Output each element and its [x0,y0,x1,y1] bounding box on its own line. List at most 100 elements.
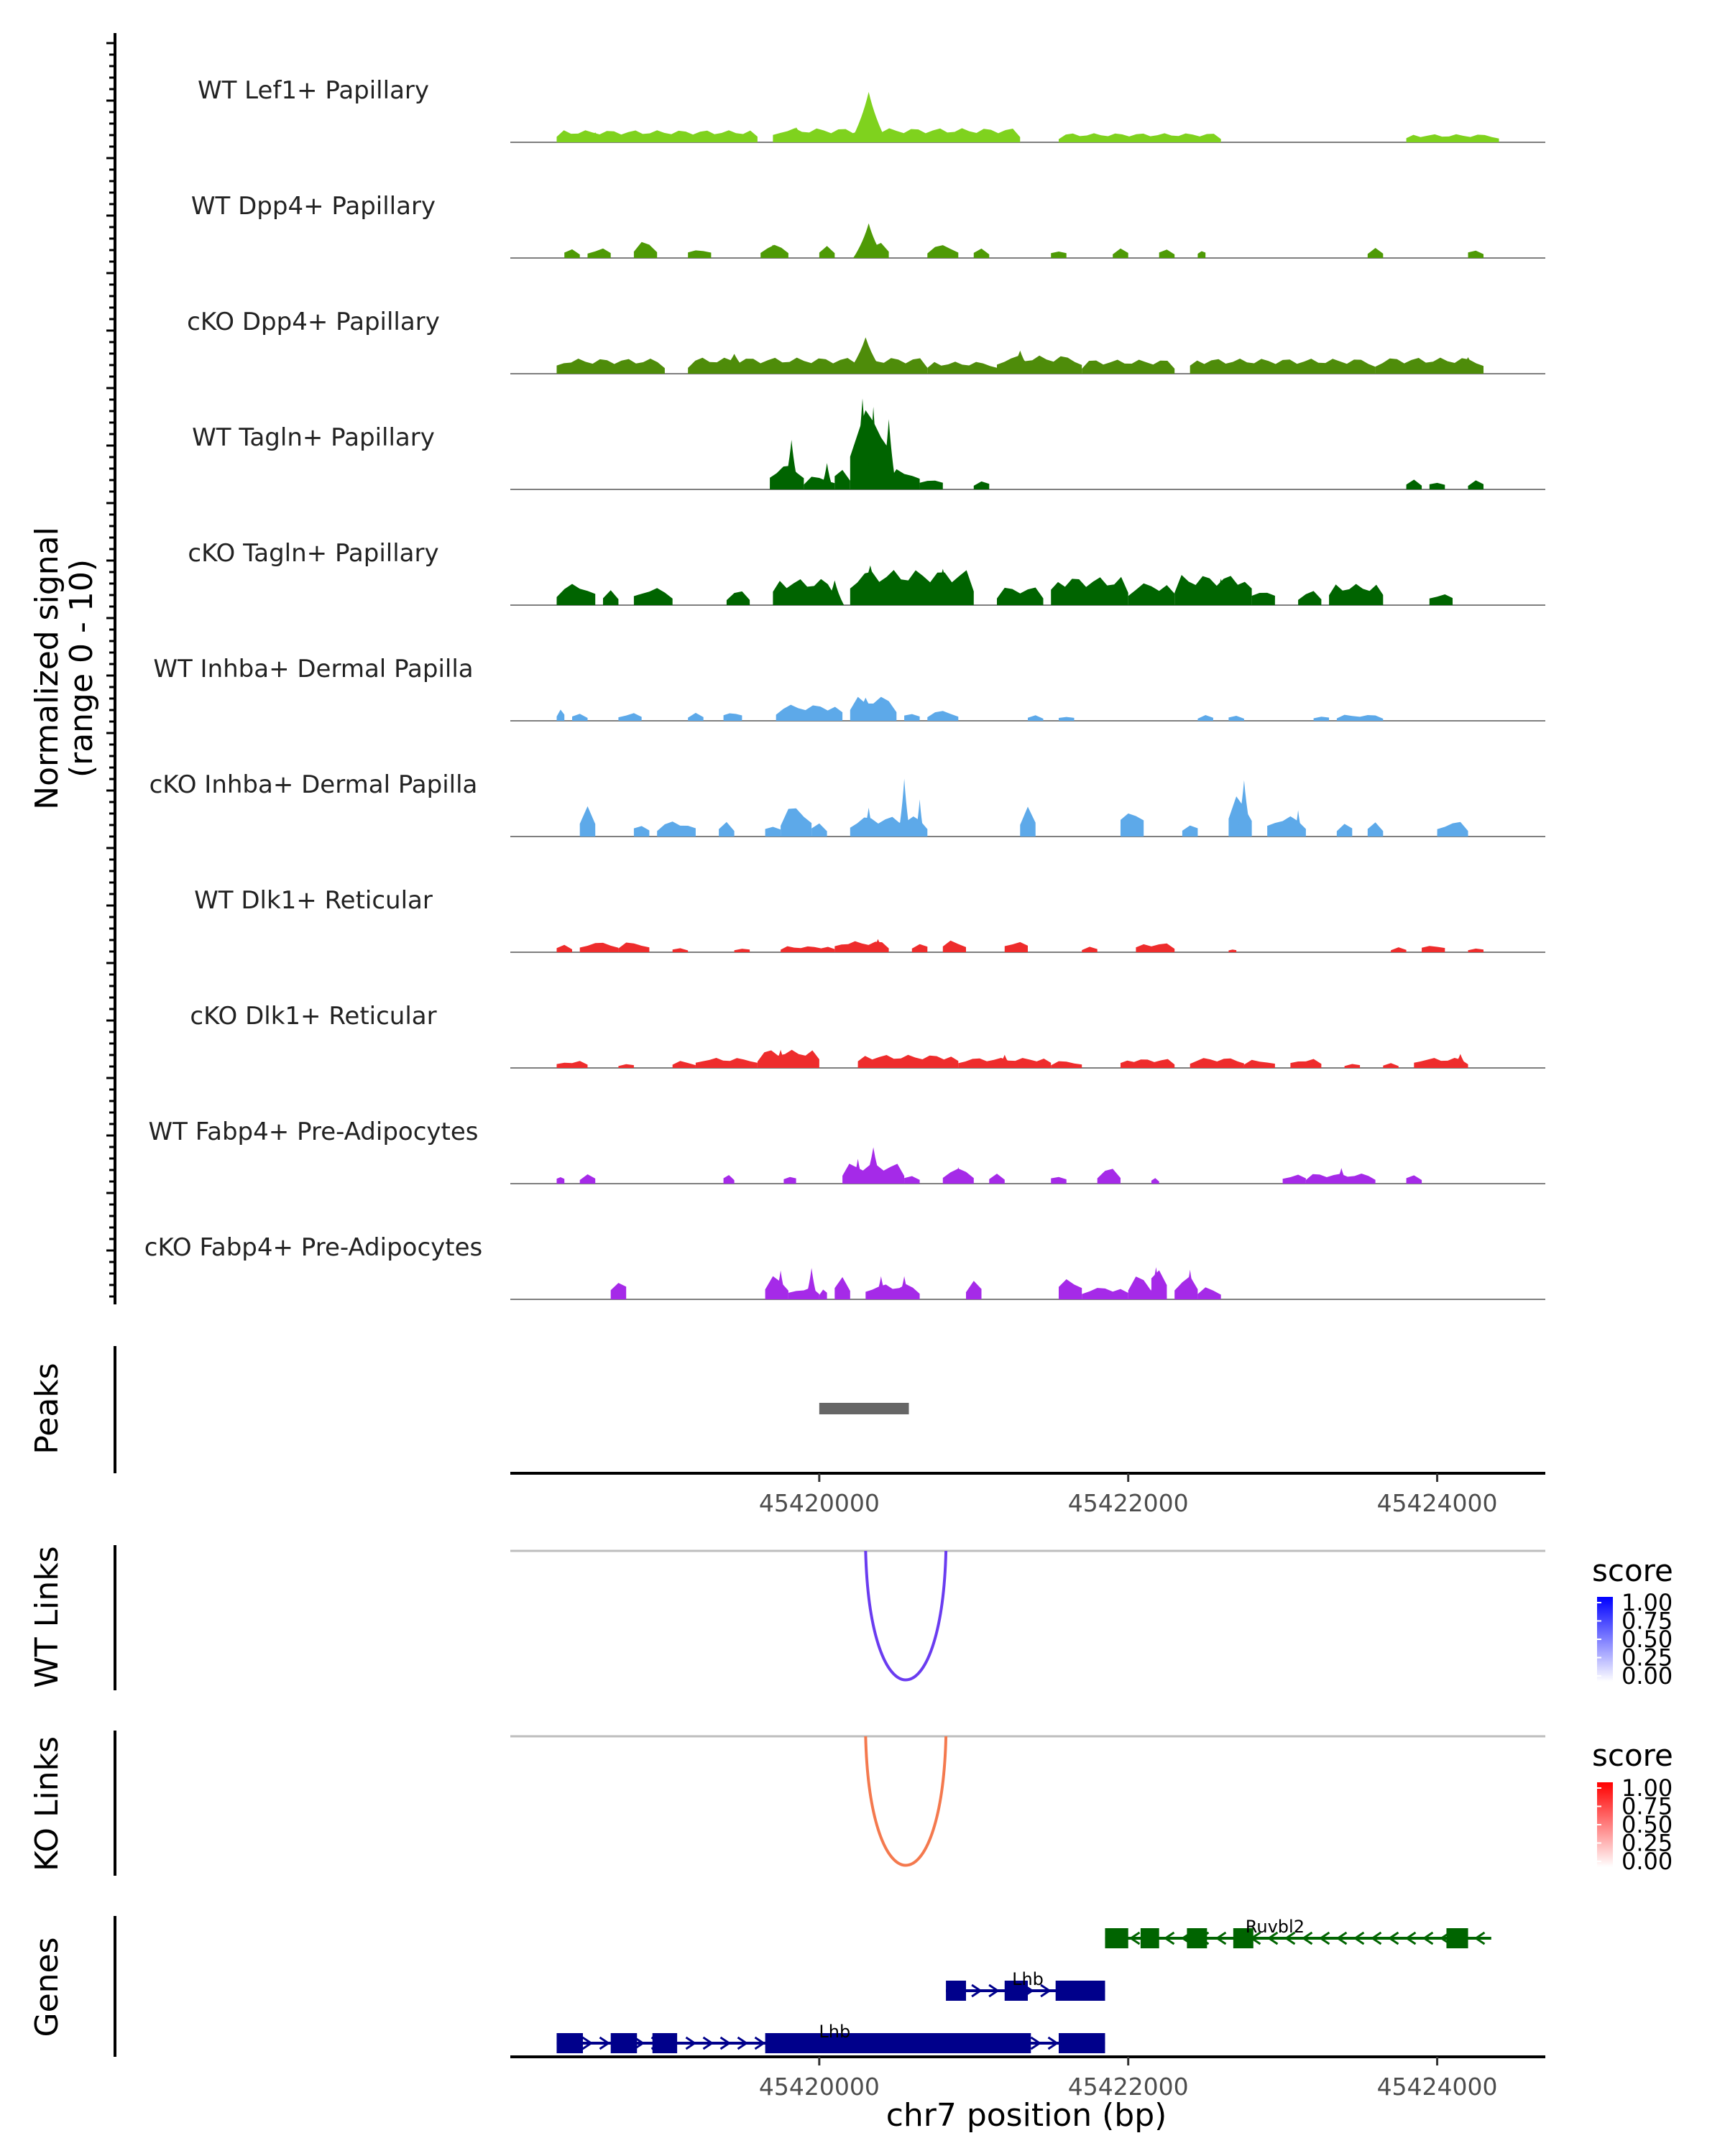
gene-exon [1446,1928,1468,1948]
coverage-segment [1151,1178,1159,1184]
coverage-track: WT Lef1+ Papillary [198,76,1545,143]
coverage-segment [1406,134,1499,142]
coverage-track: cKO Dlk1+ Reticular [190,1002,1545,1069]
link-arc [864,1550,948,1682]
strand-arrow [1301,1931,1313,1945]
genes-track-label: Genes [29,1937,65,2037]
coverage-segment [1097,1169,1121,1184]
coverage-peak [875,1276,888,1299]
peak-regions [819,1403,909,1414]
x-tick-label: 45420000 [759,2073,880,2101]
ko-legend-ticks: 1.000.750.500.250.00 [1597,1774,1673,1875]
strand-arrow [1047,2036,1059,2050]
coverage-peak [1453,1054,1468,1068]
coverage-segment [1120,813,1144,837]
coverage-segment [904,714,920,721]
coverage-peak [760,244,786,258]
coverage-segment [688,250,712,258]
coverage-segment [865,1284,920,1299]
strand-arrow [1215,1931,1227,1945]
coverage-segment [1182,825,1198,837]
coverage-segment [819,1289,827,1299]
link-tracks: WT Links KO Links [29,1545,1545,1876]
x-axis: 45420000 45422000 45424000 [510,1472,1545,1517]
coverage-track: WT Dpp4+ Papillary [191,192,1545,259]
coverage-segment [556,709,565,721]
coverage-peak [1293,810,1303,837]
legend-tick-label: 0.25 [1622,1644,1673,1672]
coverage-segment [1406,1175,1422,1184]
coverage-segment [1282,1174,1306,1184]
coverage-peak [719,354,750,374]
coverage-track-label: WT Inhba+ Dermal Papilla [153,655,473,683]
coverage-tracks: WT Lef1+ Papillary WT Dpp4+ Papillary cKO … [144,76,1545,1300]
coverage-segment [1468,948,1484,952]
gene-exon [1187,1928,1208,1948]
strand-arrow [581,2036,594,2050]
coverage-segment [1190,359,1376,374]
wt-legend-ticks: 1.000.750.500.250.00 [1597,1589,1673,1690]
coverage-peak [781,127,812,142]
gene-exon [946,1981,967,2001]
coverage-peak [825,580,845,605]
coverage-segment [618,1064,634,1068]
coverage-peak [1184,1269,1197,1299]
coverage-peak [864,1147,883,1184]
coverage-segment [1082,1288,1128,1299]
coverage-segment [1429,594,1453,605]
peaks-track: Peaks [29,1346,909,1473]
coverage-segment [765,826,781,837]
coverage-peak [850,697,881,721]
legend-tick-label: 0.50 [1622,1626,1673,1653]
coverage-segment [857,1054,959,1068]
coverage-segment [942,940,967,952]
coverage-segment [781,946,835,952]
coverage-segment [1367,822,1384,837]
coverage-segment [1128,1276,1151,1299]
coverage-segment [1197,1287,1221,1299]
gene-exon [765,2033,1031,2053]
coverage-segment [1058,1279,1082,1299]
coverage-segment [1429,482,1445,489]
coverage-track-label: cKO Inhba+ Dermal Papilla [150,770,478,799]
coverage-segment [1290,1059,1322,1068]
strand-arrow [754,2036,766,2050]
coverage-peak [862,807,875,837]
coverage-segment [564,249,580,258]
coverage-segment [1004,941,1028,952]
peaks-track-label: Peaks [29,1363,65,1454]
coverage-segment [1051,1061,1082,1068]
coverage-peak [898,778,911,837]
coverage-peak [880,419,897,489]
coverage-segment [927,361,998,374]
coverage-segment [633,241,658,258]
coverage-segment [1344,1064,1361,1068]
coverage-peak [853,398,872,489]
strand-arrow [1404,1931,1417,1945]
coverage-segment [571,714,588,721]
x-tick-label: 45424000 [1377,2073,1498,2101]
coverage-segment [911,944,928,952]
coverage-segment [1468,250,1484,258]
coverage-segment [1058,133,1221,142]
coverage-peak [1455,357,1481,374]
legend-tick-label: 1.00 [1622,1589,1673,1616]
strand-arrow [971,1984,983,1998]
coverage-peak [952,1167,965,1184]
strand-arrow [1318,1931,1330,1945]
coverage-segment [997,587,1044,605]
gene-exon [652,2033,678,2053]
legend-tick-label: 0.25 [1622,1830,1673,1857]
coverage-peak [930,245,955,258]
gene-name-label: Ruvbl2 [1246,1917,1305,1937]
coverage-track: cKO Dpp4+ Papillary [187,308,1545,374]
legend-tick-label: 0.75 [1622,1793,1673,1820]
coverage-segment [997,355,1082,374]
coverage-segment [776,704,843,721]
coverage-peak [930,568,955,605]
legend-tick-label: 0.00 [1622,1848,1673,1875]
coverage-track-label: WT Tagln+ Papillary [192,423,435,452]
coverage-peak [774,1270,787,1299]
coverage-segment [811,823,827,837]
